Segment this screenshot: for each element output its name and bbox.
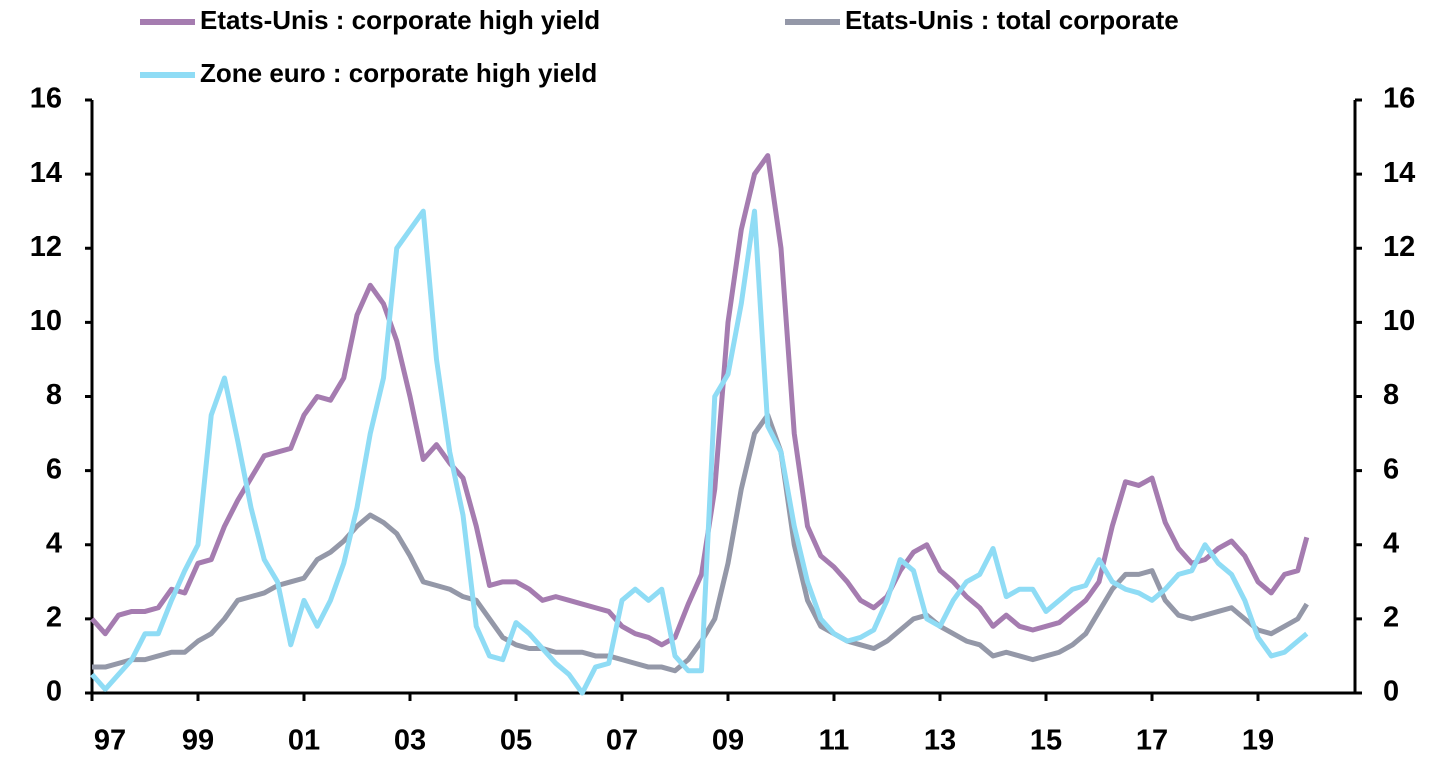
x-tick-label: 13	[924, 725, 956, 757]
y2-tick-label: 2	[1383, 602, 1399, 634]
x-tick-label: 03	[394, 725, 426, 757]
y-tick-label: 8	[46, 379, 62, 411]
x-tick-label: 99	[182, 725, 214, 757]
legend-label: Etats-Unis : corporate high yield	[200, 5, 600, 35]
x-tick-label: 09	[712, 725, 744, 757]
x-tick-label: 17	[1136, 725, 1168, 757]
x-tick-label: 01	[288, 725, 320, 757]
y-tick-label: 14	[30, 157, 62, 189]
y2-tick-label: 14	[1383, 157, 1415, 189]
y-tick-label: 6	[46, 453, 62, 485]
legend-label: Etats-Unis : total corporate	[845, 5, 1179, 35]
legend-label: Zone euro : corporate high yield	[200, 58, 597, 88]
x-tick-label: 97	[94, 725, 126, 757]
y2-tick-label: 8	[1383, 379, 1399, 411]
y-tick-label: 4	[46, 527, 62, 559]
series-line	[90, 153, 1310, 648]
y2-tick-label: 0	[1383, 676, 1399, 708]
y-tick-label: 2	[46, 602, 62, 634]
y2-tick-label: 16	[1383, 83, 1415, 115]
y2-tick-label: 6	[1383, 453, 1399, 485]
x-tick-label: 11	[819, 725, 850, 757]
x-tick-label: 15	[1030, 725, 1062, 757]
series-line	[90, 208, 1309, 696]
y-tick-label: 10	[30, 305, 62, 337]
y2-tick-label: 4	[1383, 527, 1399, 559]
y2-tick-label: 12	[1383, 231, 1415, 263]
y-tick-label: 12	[30, 231, 62, 263]
x-tick-label: 19	[1242, 725, 1274, 757]
y2-tick-label: 10	[1383, 305, 1415, 337]
y-tick-label: 16	[30, 83, 62, 115]
x-tick-label: 07	[606, 725, 638, 757]
x-tick-label: 05	[500, 725, 532, 757]
y-tick-label: 0	[46, 676, 62, 708]
